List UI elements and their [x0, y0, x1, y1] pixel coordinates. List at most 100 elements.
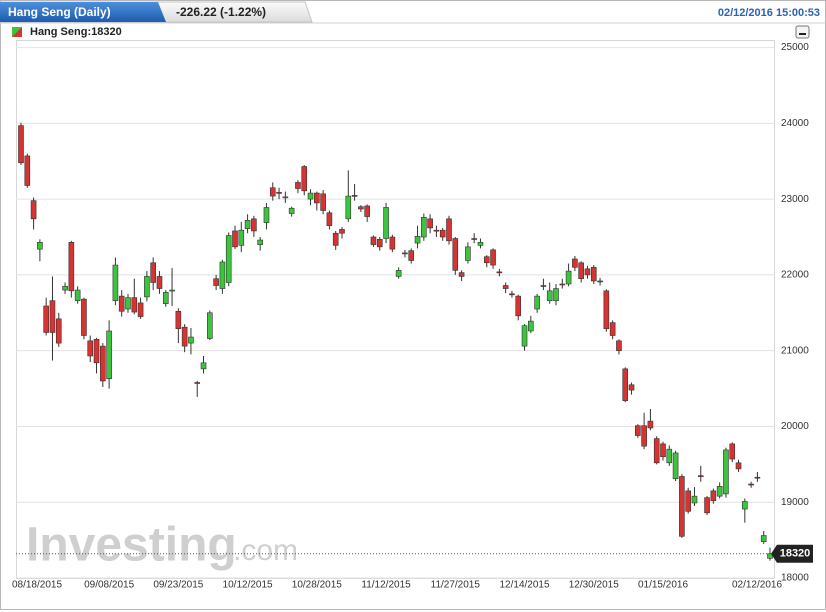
candle-body: [647, 420, 654, 429]
candle-body: [301, 166, 308, 192]
candle-body: [465, 246, 471, 261]
candle-body: [622, 368, 629, 401]
candle-body: [433, 229, 440, 232]
candle-body: [125, 297, 131, 310]
candle-body: [427, 218, 433, 229]
candle-body: [269, 187, 276, 197]
y-tick-label: 23000: [781, 194, 809, 205]
candle-body: [704, 497, 710, 514]
candle-body: [616, 340, 622, 351]
x-tick-label: 08/18/2015: [12, 580, 62, 591]
plot-area: [16, 40, 775, 579]
candle-body: [106, 330, 112, 380]
candle-body: [358, 206, 364, 210]
candle-body: [597, 280, 603, 283]
candle-body: [414, 235, 421, 244]
candle-body: [490, 249, 496, 266]
candle-body: [534, 295, 540, 310]
candle-body: [257, 239, 263, 245]
x-tick-label: 12/30/2015: [569, 580, 619, 591]
candle-body: [24, 155, 31, 186]
candle-body: [225, 235, 232, 283]
candle-body: [760, 535, 767, 542]
candle-body: [339, 229, 345, 234]
candle-body: [452, 238, 459, 271]
candle-body: [565, 270, 572, 285]
candle-body: [553, 288, 559, 301]
candle-body: [87, 340, 94, 357]
candle-body: [672, 452, 679, 480]
candle-body: [691, 495, 698, 504]
candle-body: [402, 252, 408, 255]
y-tick-label: 25000: [781, 42, 809, 53]
candle-body: [446, 218, 452, 242]
y-tick-label: 19000: [781, 497, 809, 508]
candle-body: [710, 490, 717, 502]
watermark: Investing: [26, 519, 237, 572]
minimize-button[interactable]: [795, 25, 810, 39]
candle-body: [370, 236, 377, 245]
candle-body: [590, 267, 597, 282]
candle-body: [251, 218, 257, 232]
candle-body: [666, 448, 673, 464]
candle-body: [100, 345, 106, 382]
candle-body: [389, 236, 396, 250]
candle-body: [326, 212, 333, 226]
x-tick-label: 12/14/2015: [499, 580, 549, 591]
candle-body: [609, 322, 616, 336]
candle-body: [207, 312, 213, 339]
candle-body: [238, 229, 245, 246]
legend: Hang Seng:18320: [30, 26, 122, 38]
candle-body: [641, 425, 647, 447]
candle-body: [628, 384, 635, 391]
candle-body: [276, 192, 282, 194]
candle-body: [515, 295, 522, 317]
candle-body: [295, 182, 301, 189]
candle-body: [30, 200, 37, 220]
candle-body: [578, 262, 584, 279]
x-tick-label: 10/12/2015: [223, 580, 273, 591]
candle-body: [18, 125, 24, 164]
candle-body: [62, 285, 68, 291]
candle-body: [483, 256, 490, 264]
last-price-label: 18320: [780, 548, 811, 560]
last-price-tag: [771, 544, 813, 563]
candle-body: [723, 449, 729, 495]
candle-body: [351, 195, 358, 197]
candle-body: [43, 305, 49, 333]
candle-body: [81, 298, 87, 336]
candle-body: [118, 295, 125, 312]
candle-body: [49, 300, 56, 333]
candle-body: [509, 293, 515, 296]
candle-body: [679, 476, 685, 537]
candle-body: [144, 276, 150, 298]
x-tick-label: 11/27/2015: [431, 580, 481, 591]
candle-body: [244, 220, 251, 229]
candle-body: [162, 292, 169, 304]
candle-body: [439, 229, 446, 238]
y-tick-label: 20000: [781, 421, 809, 432]
candle-body: [395, 270, 402, 277]
candle-body: [131, 297, 138, 313]
timestamp: 02/12/2016 15:00:53: [718, 7, 820, 19]
candle-body: [716, 486, 723, 497]
candle-body: [169, 289, 175, 292]
candle-body: [735, 462, 742, 470]
candle-body: [528, 320, 534, 332]
candle-body: [383, 207, 389, 239]
candle-body: [314, 192, 320, 204]
candle-body: [200, 362, 207, 370]
x-tick-label: 02/12/2016: [732, 580, 782, 591]
candle-body: [653, 438, 660, 464]
x-tick-label: 09/08/2015: [84, 580, 134, 591]
y-tick-label: 24000: [781, 118, 809, 129]
candle-body: [685, 490, 691, 512]
candle-body: [37, 242, 43, 250]
candle-body: [540, 285, 547, 287]
candle-body: [364, 205, 370, 217]
candle-body: [754, 476, 761, 479]
candle-body: [188, 336, 194, 344]
candle-body: [748, 483, 754, 486]
candle-body: [332, 232, 339, 246]
